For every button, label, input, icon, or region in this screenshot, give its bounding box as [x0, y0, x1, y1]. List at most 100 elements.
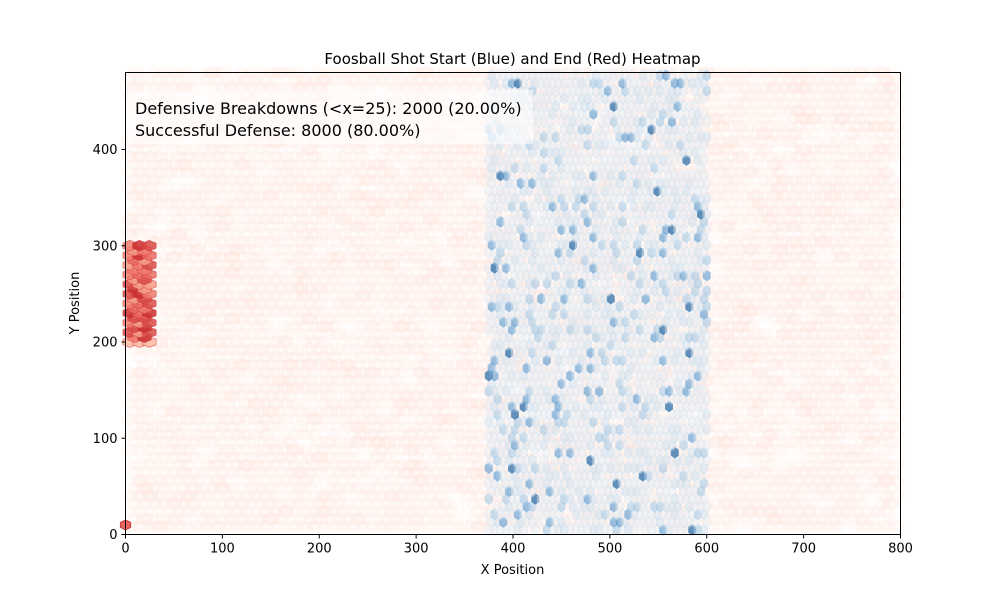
shot-end-cell	[814, 512, 832, 526]
shot-end-cell	[228, 489, 246, 503]
shot-end-cell	[427, 451, 444, 464]
shot-end-cell	[208, 458, 227, 473]
shot-end-cell	[213, 481, 232, 496]
shot-end-cell	[814, 466, 832, 480]
shot-end-cell	[446, 481, 464, 496]
shot-end-cell	[233, 512, 251, 527]
shot-end-cell	[179, 473, 198, 488]
shot-end-cell	[834, 512, 851, 526]
shot-end-cell	[708, 512, 725, 526]
shot-end-cell	[296, 504, 313, 518]
shot-end-cell	[790, 474, 807, 488]
shot-end-cell	[707, 481, 726, 496]
shot-end-cell	[248, 474, 265, 488]
shot-end-cell	[805, 497, 822, 511]
shot-end-cell	[354, 458, 372, 473]
shot-end-cell	[858, 520, 875, 534]
shot-end-cell	[713, 504, 730, 518]
shot-end-cell	[369, 497, 386, 511]
shot-end-cell	[747, 512, 764, 526]
shot-end-cell	[872, 465, 890, 480]
shot-end-cell	[650, 481, 667, 495]
shot-end-cell	[194, 465, 212, 480]
shot-end-cell	[204, 481, 221, 495]
shot-end-cell	[727, 481, 744, 495]
shot-end-cell	[291, 512, 309, 527]
shot-end-cell	[184, 481, 202, 496]
shot-end-cell	[136, 451, 154, 464]
shot-end-cell	[432, 504, 449, 518]
shot-end-cell	[300, 450, 319, 465]
shot-end-cell	[131, 520, 149, 534]
shot-end-cell	[310, 450, 328, 465]
shot-end-cell	[248, 520, 265, 534]
shot-end-cell	[315, 504, 333, 519]
shot-end-cell	[751, 488, 769, 504]
shot-end-cell	[282, 466, 299, 480]
shot-end-cell	[165, 496, 183, 511]
shot-end-cell	[126, 496, 144, 511]
shot-end-cell	[741, 488, 760, 504]
shot-end-cell	[141, 473, 159, 488]
shot-end-cell	[334, 519, 353, 534]
shot-end-cell	[862, 465, 881, 480]
shot-end-cell	[432, 520, 449, 534]
shot-end-cell	[756, 512, 774, 527]
shot-end-cell	[219, 474, 236, 488]
shot-end-cell	[843, 496, 861, 511]
shot-end-cell	[877, 519, 895, 534]
shot-end-cell	[799, 519, 818, 534]
shot-end-cell	[417, 512, 434, 526]
shot-end-cell	[436, 496, 454, 511]
shot-end-cell	[301, 497, 318, 511]
shot-end-cell	[785, 465, 803, 480]
shot-end-cell	[819, 473, 837, 488]
shot-end-cell	[393, 474, 410, 488]
shot-end-cell	[426, 512, 445, 527]
shot-end-cell	[233, 450, 251, 465]
shot-end-cell	[441, 520, 459, 534]
shot-end-cell	[243, 481, 260, 495]
shot-end-cell	[310, 512, 328, 527]
shot-end-cell	[436, 465, 454, 480]
shot-end-cell	[214, 497, 231, 511]
shot-end-cell	[794, 465, 813, 480]
shot-end-cell	[223, 481, 241, 495]
shot-end-cell	[214, 466, 231, 480]
shot-end-cell	[170, 458, 188, 473]
shot-end-cell	[761, 520, 778, 534]
shot-end-cell	[320, 450, 338, 465]
shot-end-cell	[422, 504, 439, 518]
shot-end-cell	[809, 489, 827, 503]
shot-end-cell	[199, 519, 217, 534]
shot-end-cell	[141, 519, 159, 534]
shot-end-cell	[291, 465, 309, 480]
shot-end-cell	[392, 504, 411, 519]
shot-end-cell	[848, 504, 866, 519]
shot-end-cell	[160, 519, 178, 534]
shot-end-cell	[252, 451, 270, 464]
shot-end-cell	[184, 450, 202, 465]
shot-end-cell	[320, 512, 338, 527]
shot-end-cell	[325, 473, 343, 488]
shot-end-cell	[887, 489, 904, 503]
shot-end-cell	[431, 488, 450, 504]
shot-end-cell	[339, 481, 357, 496]
shot-end-cell	[456, 466, 473, 480]
shot-end-cell	[790, 520, 807, 534]
shot-end-cell	[209, 489, 226, 503]
shot-end-cell	[742, 474, 759, 488]
shot-end-cell	[441, 474, 459, 488]
shot-end-cell	[431, 473, 450, 488]
shot-end-cell	[267, 474, 284, 488]
shot-end-cell	[141, 488, 159, 504]
shot-end-cell	[228, 458, 246, 473]
shot-end-cell	[305, 473, 324, 488]
shot-end-cell	[286, 458, 304, 472]
shot-end-cell	[388, 497, 405, 511]
shot-end-cell	[799, 504, 818, 519]
shot-end-cell	[204, 466, 221, 480]
shot-end-cell	[392, 458, 411, 473]
shot-end-cell	[567, 458, 585, 473]
shot-end-cell	[727, 496, 745, 511]
